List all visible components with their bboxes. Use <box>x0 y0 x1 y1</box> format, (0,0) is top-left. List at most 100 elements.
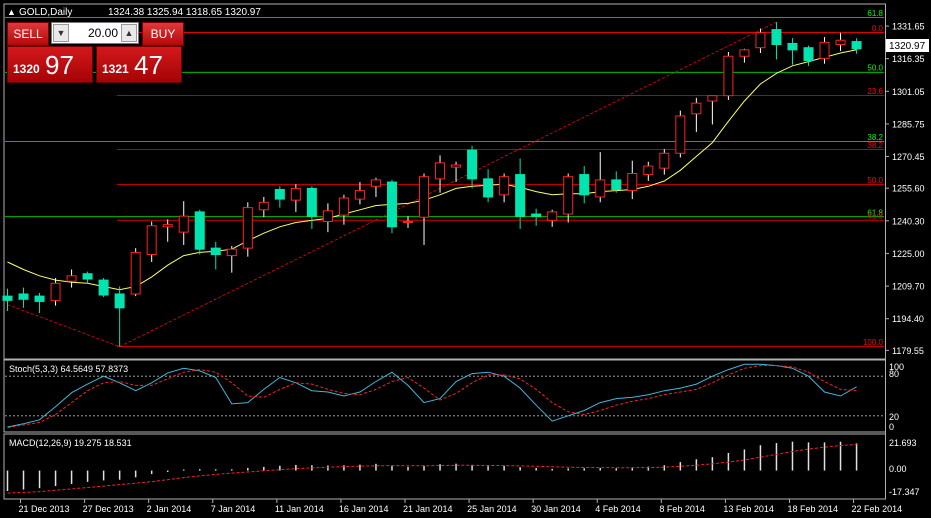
date-tick-label: 11 Jan 2014 <box>275 504 324 514</box>
stoch-axis-20: 20 <box>889 412 899 422</box>
candle-body <box>290 187 301 201</box>
candle-body <box>34 295 45 302</box>
price-tick-label: 1301.05 <box>892 87 925 97</box>
candle-body <box>114 293 125 309</box>
candle-body <box>98 279 109 296</box>
candle-body <box>547 211 558 221</box>
price-axis[interactable]: 1331.65 1316.35 1301.05 1285.75 1270.45 1255.… <box>885 22 925 356</box>
one-click-trading-panel: SELL ▼ ▲ BUY 1320 97 1321 47 <box>7 22 184 83</box>
fib-level-label: 61.8 <box>867 9 883 18</box>
candle-body <box>146 225 157 256</box>
candle-body <box>258 201 269 211</box>
moving-average-layer <box>7 49 857 291</box>
candle-body <box>338 197 349 216</box>
date-tick-label: 2 Jan 2014 <box>147 504 192 514</box>
candle-body <box>322 210 333 222</box>
fib-level-label: 61.8 <box>867 208 883 217</box>
candle-body <box>563 176 574 215</box>
fib-level-label: 100.0 <box>863 338 884 347</box>
candle-body <box>274 188 285 200</box>
price-tick-label: 1331.65 <box>892 22 925 32</box>
date-tick-label: 18 Feb 2014 <box>787 504 838 514</box>
fib-level-label: 0.0 <box>872 24 884 33</box>
date-tick-label: 21 Jan 2014 <box>403 504 453 514</box>
symbol-label: GOLD,Daily <box>19 7 72 18</box>
price-tick-label: 1270.45 <box>892 152 925 162</box>
candle-body <box>354 190 365 200</box>
buy-price-main: 47 <box>134 50 163 80</box>
candle-body <box>835 39 846 46</box>
date-tick-label: 8 Feb 2014 <box>659 504 705 514</box>
candle-body <box>419 176 430 218</box>
candles-layer <box>2 22 862 347</box>
fib-level-label: 38.2 <box>867 133 883 142</box>
lot-size-input[interactable] <box>70 25 118 41</box>
spin-up-icon[interactable]: ▲ <box>121 24 137 42</box>
fib-trend-line-layer[interactable] <box>7 21 777 348</box>
date-tick-label: 25 Jan 2014 <box>467 504 517 514</box>
candle-body <box>499 176 510 196</box>
buy-price-prefix: 1321 <box>102 62 129 76</box>
candle-body <box>386 181 397 228</box>
candle-body <box>82 273 93 280</box>
candle-body <box>435 162 446 180</box>
candle-body <box>803 47 814 62</box>
stoch-d-line <box>7 365 857 429</box>
candle-body <box>531 213 542 217</box>
ohlc-values: 1324.38 1325.94 1318.65 1320.97 <box>108 7 261 18</box>
candle-body <box>675 115 686 154</box>
date-tick-label: 7 Jan 2014 <box>211 504 256 514</box>
stoch-axis-80: 80 <box>889 369 899 379</box>
sell-price-main: 97 <box>45 50 74 80</box>
candle-body <box>707 95 718 102</box>
candle-body <box>851 41 862 50</box>
candle-body <box>210 247 221 256</box>
candle-body <box>483 178 494 198</box>
stochastic-layer <box>5 363 884 429</box>
macd-axis-min: -17.347 <box>889 487 920 497</box>
fib-level-label: 61.8 <box>867 212 883 221</box>
current-price-box <box>886 39 929 52</box>
date-tick-label: 22 Feb 2014 <box>852 504 903 514</box>
candle-body <box>50 282 61 301</box>
lot-size-stepper[interactable]: ▼ ▲ <box>51 22 139 44</box>
price-tick-label: 1209.70 <box>892 282 925 292</box>
macd-signal-line <box>7 444 857 494</box>
candle-body <box>515 174 526 217</box>
candle-body <box>819 41 830 59</box>
date-tick-label: 30 Jan 2014 <box>531 504 581 514</box>
sell-button[interactable]: SELL <box>7 22 49 46</box>
candle-body <box>370 179 381 187</box>
sell-price-tile[interactable]: 1320 97 <box>7 46 93 83</box>
candle-body <box>130 251 141 295</box>
buy-button[interactable]: BUY <box>142 22 184 46</box>
fib-level-label: 50.0 <box>867 64 883 73</box>
spin-down-icon[interactable]: ▼ <box>53 24 69 42</box>
candle-body <box>723 55 734 97</box>
candle-body <box>611 179 622 190</box>
price-tick-label: 1316.35 <box>892 54 925 64</box>
fib-level-label: 38.2 <box>867 141 883 150</box>
date-tick-label: 21 Dec 2013 <box>19 504 70 514</box>
candle-body <box>66 275 77 282</box>
candle-body <box>451 164 462 168</box>
candle-body <box>787 42 798 51</box>
candle-body <box>643 165 654 176</box>
current-price-label: 1320.97 <box>889 41 926 52</box>
candle-body <box>771 29 782 46</box>
stoch-k-line <box>7 363 857 428</box>
date-axis[interactable]: 21 Dec 2013 27 Dec 2013 2 Jan 2014 7 Jan 20… <box>19 499 903 514</box>
candle-body <box>194 211 205 250</box>
candle-body <box>178 215 189 233</box>
buy-price-tile[interactable]: 1321 47 <box>96 46 182 83</box>
collapse-triangle-icon[interactable]: ▲ <box>7 7 16 17</box>
macd-label: MACD(12,26,9) 19.275 18.531 <box>9 438 132 448</box>
candle-body <box>226 248 237 257</box>
sell-price-prefix: 1320 <box>13 62 40 76</box>
candle-body <box>306 187 317 217</box>
price-tick-label: 1225.00 <box>892 249 925 259</box>
macd-axis-max: 21.693 <box>889 438 917 448</box>
price-tick-label: 1255.60 <box>892 184 925 194</box>
